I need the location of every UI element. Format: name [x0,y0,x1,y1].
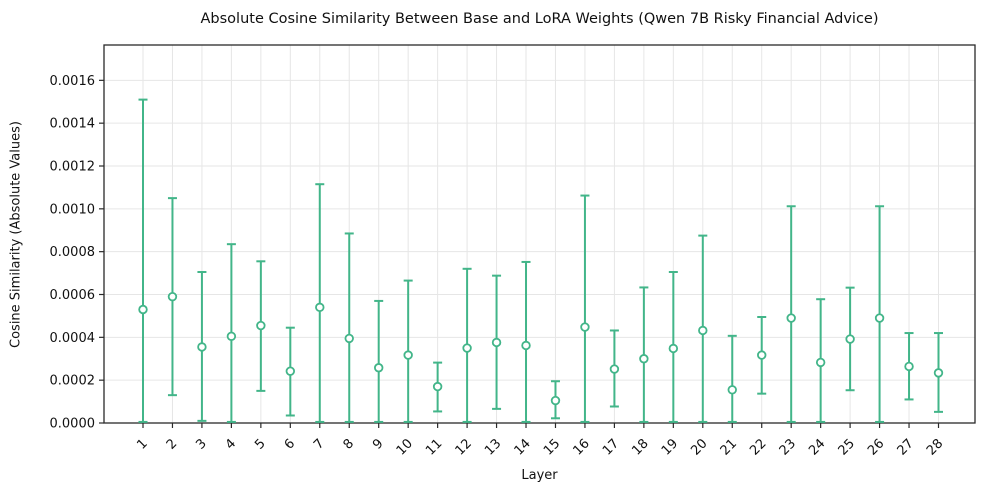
mean-marker [550,395,561,406]
y-tick-label: 0.0014 [50,117,96,132]
x-tick-label: 12 [453,436,475,458]
x-tick-label: 6 [282,436,298,452]
mean-marker [933,368,944,378]
y-tick-label: 0.0008 [50,245,96,260]
x-tick-label: 28 [924,436,946,458]
mean-marker [374,363,384,373]
y-tick-label: 0.0004 [50,331,96,346]
y-tick-label: 0.0002 [50,374,96,389]
mean-marker [285,366,296,376]
x-tick-label: 16 [570,436,592,458]
mean-marker [874,313,885,323]
y-tick-label: 0.0016 [50,74,96,89]
y-tick-label: 0.0012 [50,160,96,175]
x-tick-label: 25 [836,436,858,458]
mean-marker [668,343,679,354]
x-tick-label: 15 [541,436,563,458]
x-tick-label: 3 [193,436,209,452]
y-tick-label: 0.0006 [50,288,96,303]
y-tick-label: 0.0000 [50,417,96,432]
x-tick-label: 26 [865,436,887,458]
x-tick-label: 22 [747,436,769,458]
x-tick-label: 4 [223,436,239,452]
mean-marker [138,304,148,315]
chart-title: Absolute Cosine Similarity Between Base … [200,11,879,27]
x-tick-label: 8 [341,436,357,452]
mean-marker [521,340,531,351]
mean-marker [727,385,737,395]
x-tick-label: 1 [134,436,150,452]
x-tick-label: 21 [718,436,740,458]
x-tick-label: 2 [164,436,180,452]
x-tick-label: 14 [512,436,534,458]
mean-marker [904,361,914,372]
x-tick-label: 5 [252,436,268,452]
mean-marker [256,320,266,331]
mean-marker [845,334,855,344]
x-tick-label: 9 [370,436,386,452]
x-tick-label: 18 [629,436,651,458]
x-tick-label: 27 [895,436,917,458]
mean-marker [698,325,708,336]
x-tick-label: 17 [600,436,622,458]
mean-marker [197,342,207,352]
x-axis-label: Layer [521,468,558,483]
x-tick-label: 7 [311,436,327,452]
mean-marker [432,381,443,392]
mean-marker [786,313,796,323]
x-tick-label: 23 [777,436,799,458]
mean-marker [609,364,620,374]
mean-marker [344,333,354,344]
x-tick-label: 19 [659,436,681,458]
x-tick-label: 13 [482,436,504,458]
x-tick-label: 20 [688,436,710,458]
y-tick-label: 0.0010 [50,202,96,217]
mean-marker [167,291,178,302]
x-tick-label: 10 [394,436,416,458]
mean-marker [815,357,826,368]
mean-marker [757,350,767,360]
mean-marker [226,331,237,341]
axes-frame [103,44,976,424]
mean-marker [462,343,472,353]
mean-marker [403,350,413,360]
x-tick-label: 11 [423,436,445,458]
x-tick-label: 24 [806,436,828,458]
mean-marker [580,322,590,332]
mean-marker [639,354,649,364]
mean-marker [315,302,325,313]
mean-marker [491,337,502,348]
